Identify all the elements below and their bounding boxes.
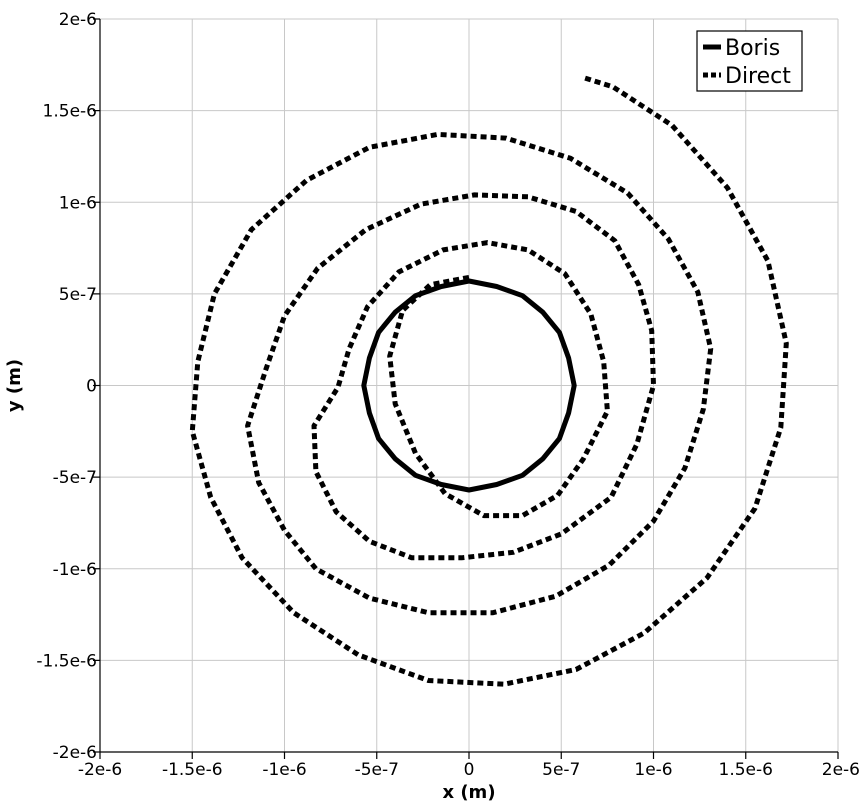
x-tick-label: -1.5e-6 — [162, 760, 223, 780]
x-tick-label: 1e-6 — [634, 760, 672, 780]
y-tick-label: -2e-6 — [53, 743, 97, 763]
series-direct-line — [189, 75, 789, 687]
legend-box — [696, 30, 803, 92]
x-tick-label: 2e-6 — [822, 760, 860, 780]
x-tick-label: -2e-6 — [78, 760, 122, 780]
x-tick-label: 0 — [464, 760, 475, 780]
y-tick-label: 0 — [86, 377, 97, 397]
series-boris-line — [361, 278, 577, 493]
legend-label-boris: Boris — [725, 36, 780, 61]
y-tick-label: -1.5e-6 — [36, 651, 97, 671]
y-tick-label: 1.5e-6 — [43, 102, 97, 122]
y-axis-label: y (m) — [4, 359, 25, 412]
x-tick-label: 5e-7 — [542, 760, 580, 780]
y-tick-label: -5e-7 — [53, 468, 97, 488]
x-tick-label: -5e-7 — [355, 760, 399, 780]
y-tick-label: 1e-6 — [59, 193, 97, 213]
y-tick-label: -1e-6 — [53, 560, 97, 580]
y-tick-label: 2e-6 — [59, 10, 97, 30]
x-tick-label: 1.5e-6 — [719, 760, 773, 780]
x-axis-label: x (m) — [442, 782, 495, 803]
legend-label-direct: Direct — [725, 64, 791, 89]
x-tick-label: -1e-6 — [262, 760, 306, 780]
y-tick-label: 5e-7 — [59, 285, 97, 305]
